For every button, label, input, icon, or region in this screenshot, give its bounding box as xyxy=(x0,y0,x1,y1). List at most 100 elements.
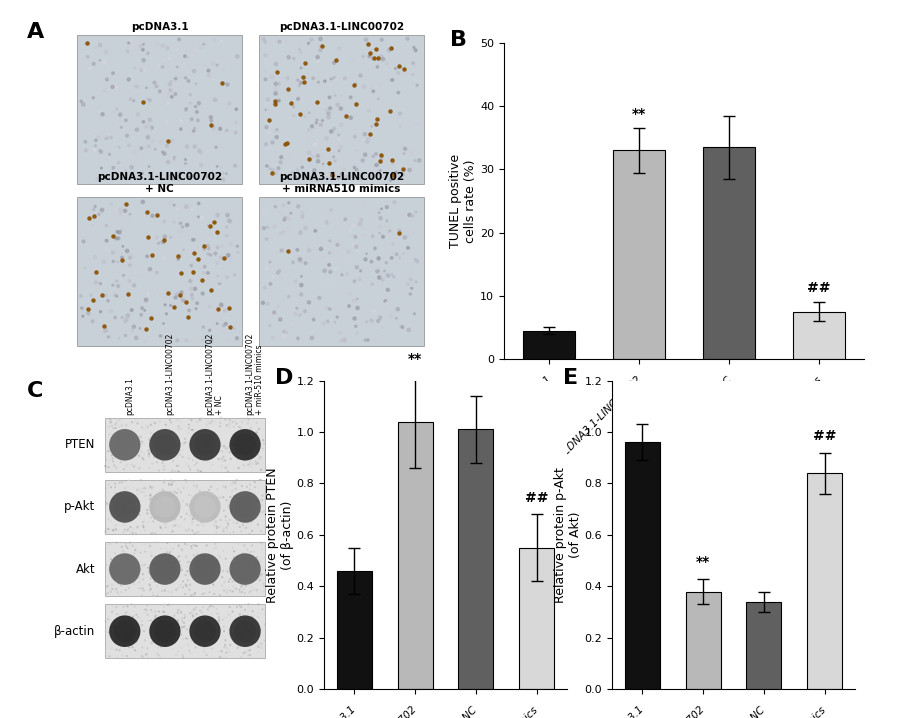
Point xyxy=(400,301,414,312)
Point xyxy=(218,454,232,466)
Point xyxy=(123,639,138,651)
Point xyxy=(202,484,216,495)
Point xyxy=(161,98,176,109)
Point xyxy=(254,639,268,651)
Point xyxy=(89,266,104,277)
Point xyxy=(254,537,268,549)
Point xyxy=(158,585,172,597)
Point xyxy=(125,642,140,653)
Point xyxy=(207,416,221,427)
Point xyxy=(183,607,197,619)
Point xyxy=(226,581,240,592)
Point xyxy=(184,490,199,502)
Point xyxy=(138,524,152,536)
Ellipse shape xyxy=(154,620,176,642)
Point xyxy=(405,258,419,270)
Point xyxy=(213,421,228,432)
Point xyxy=(191,465,205,476)
Point xyxy=(74,290,88,302)
Point xyxy=(130,80,144,92)
Point xyxy=(244,423,258,434)
Point xyxy=(211,622,225,633)
Point xyxy=(180,574,194,586)
Point xyxy=(217,253,231,264)
Point xyxy=(130,609,144,620)
Point xyxy=(232,499,247,510)
Point xyxy=(202,432,216,444)
Point xyxy=(171,421,185,432)
Point xyxy=(362,105,376,116)
Point xyxy=(366,85,381,97)
Text: pcDNA3.1-LINC00702 + miR-510 mimics: pcDNA3.1-LINC00702 + miR-510 mimics xyxy=(382,705,540,718)
Point xyxy=(99,242,113,253)
Point xyxy=(179,103,194,115)
Point xyxy=(369,159,383,171)
Point xyxy=(108,289,122,301)
Point xyxy=(256,208,271,220)
Point xyxy=(263,278,277,289)
Point xyxy=(229,127,243,139)
Point xyxy=(212,279,227,290)
Point xyxy=(162,551,176,562)
Point xyxy=(217,441,231,452)
Point xyxy=(409,206,423,218)
Point xyxy=(254,569,268,581)
Point xyxy=(207,123,221,134)
Point xyxy=(158,633,173,644)
Point xyxy=(109,602,123,613)
Point xyxy=(203,565,218,577)
Point xyxy=(286,256,301,268)
Point xyxy=(187,604,202,615)
Point xyxy=(142,462,157,474)
Point xyxy=(174,416,188,427)
Point xyxy=(111,493,125,505)
Point xyxy=(209,560,223,572)
Point xyxy=(247,559,261,571)
Point xyxy=(193,414,207,425)
FancyBboxPatch shape xyxy=(104,480,266,534)
Point xyxy=(161,489,176,500)
Point xyxy=(215,167,230,179)
Point xyxy=(295,93,310,105)
Point xyxy=(230,241,245,252)
Point xyxy=(181,640,195,651)
Point xyxy=(204,564,219,576)
Point xyxy=(370,165,384,177)
Point xyxy=(217,625,231,637)
Point xyxy=(114,541,129,553)
Point xyxy=(121,497,135,508)
Point xyxy=(183,41,197,52)
Point xyxy=(121,46,135,57)
Point xyxy=(180,426,194,437)
Point xyxy=(227,490,241,502)
Point xyxy=(120,43,134,55)
Point xyxy=(143,584,157,596)
Point xyxy=(174,116,188,127)
Point xyxy=(194,159,208,171)
Point xyxy=(145,638,159,649)
Point xyxy=(149,619,164,630)
Point xyxy=(324,126,338,137)
Point xyxy=(230,439,245,451)
Bar xyxy=(625,442,660,689)
Point xyxy=(161,157,176,168)
Point xyxy=(366,151,381,162)
Point xyxy=(124,436,139,447)
Point xyxy=(165,637,179,648)
Point xyxy=(222,441,237,452)
Point xyxy=(230,601,244,612)
Point xyxy=(94,146,108,157)
Point xyxy=(290,302,304,314)
Point xyxy=(203,249,218,261)
Point xyxy=(176,221,190,233)
Point xyxy=(133,612,148,624)
Point xyxy=(247,439,261,450)
Point xyxy=(204,567,219,578)
Point xyxy=(202,587,217,598)
Point xyxy=(274,208,289,219)
Ellipse shape xyxy=(109,554,140,585)
Point xyxy=(166,465,180,476)
Point xyxy=(167,475,182,487)
Point xyxy=(162,127,176,139)
Text: pcDNA3.1-LINC00702: pcDNA3.1-LINC00702 xyxy=(331,705,418,718)
